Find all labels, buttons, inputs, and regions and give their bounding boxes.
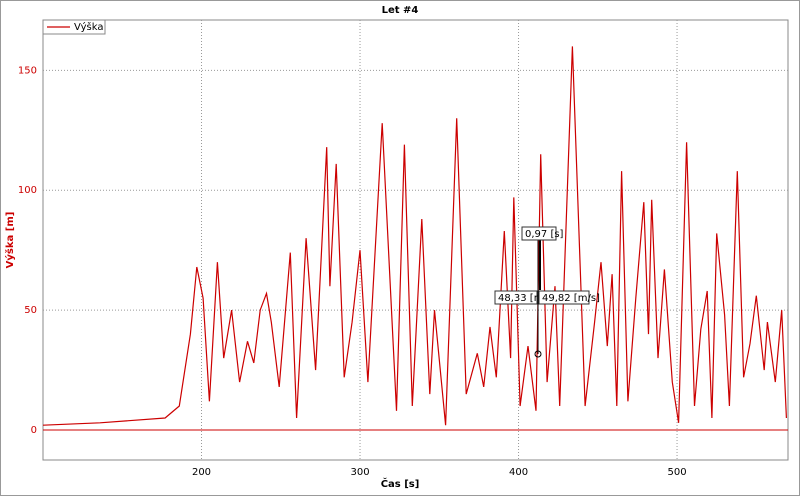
y-tick-label: 0	[31, 425, 37, 436]
plot-area	[42, 19, 789, 461]
annotation: 0,97 [s]	[525, 229, 564, 240]
x-tick-label: 300	[350, 467, 369, 478]
annotation-box	[521, 226, 557, 241]
y-tick-label: 50	[24, 305, 37, 316]
y-tick-label: 100	[18, 185, 37, 196]
x-tick-label: 400	[509, 467, 528, 478]
annotation: 49,82 [m/s]	[542, 293, 600, 304]
x-axis-label: Čas [s]	[381, 477, 420, 490]
annotation-box	[538, 290, 590, 305]
cursor-point	[534, 350, 542, 358]
legend-box	[42, 19, 106, 35]
x-tick-label: 200	[192, 467, 211, 478]
x-tick-label: 500	[667, 467, 686, 478]
data-line	[42, 46, 787, 426]
y-tick-label: 150	[18, 65, 37, 76]
legend-label: Výška	[74, 21, 103, 33]
annotation: 48,33 [m]	[498, 293, 547, 304]
annotation-box	[494, 290, 538, 305]
y-axis-label: Výška [m]	[4, 212, 16, 269]
chart-title: Let #4	[382, 5, 419, 16]
